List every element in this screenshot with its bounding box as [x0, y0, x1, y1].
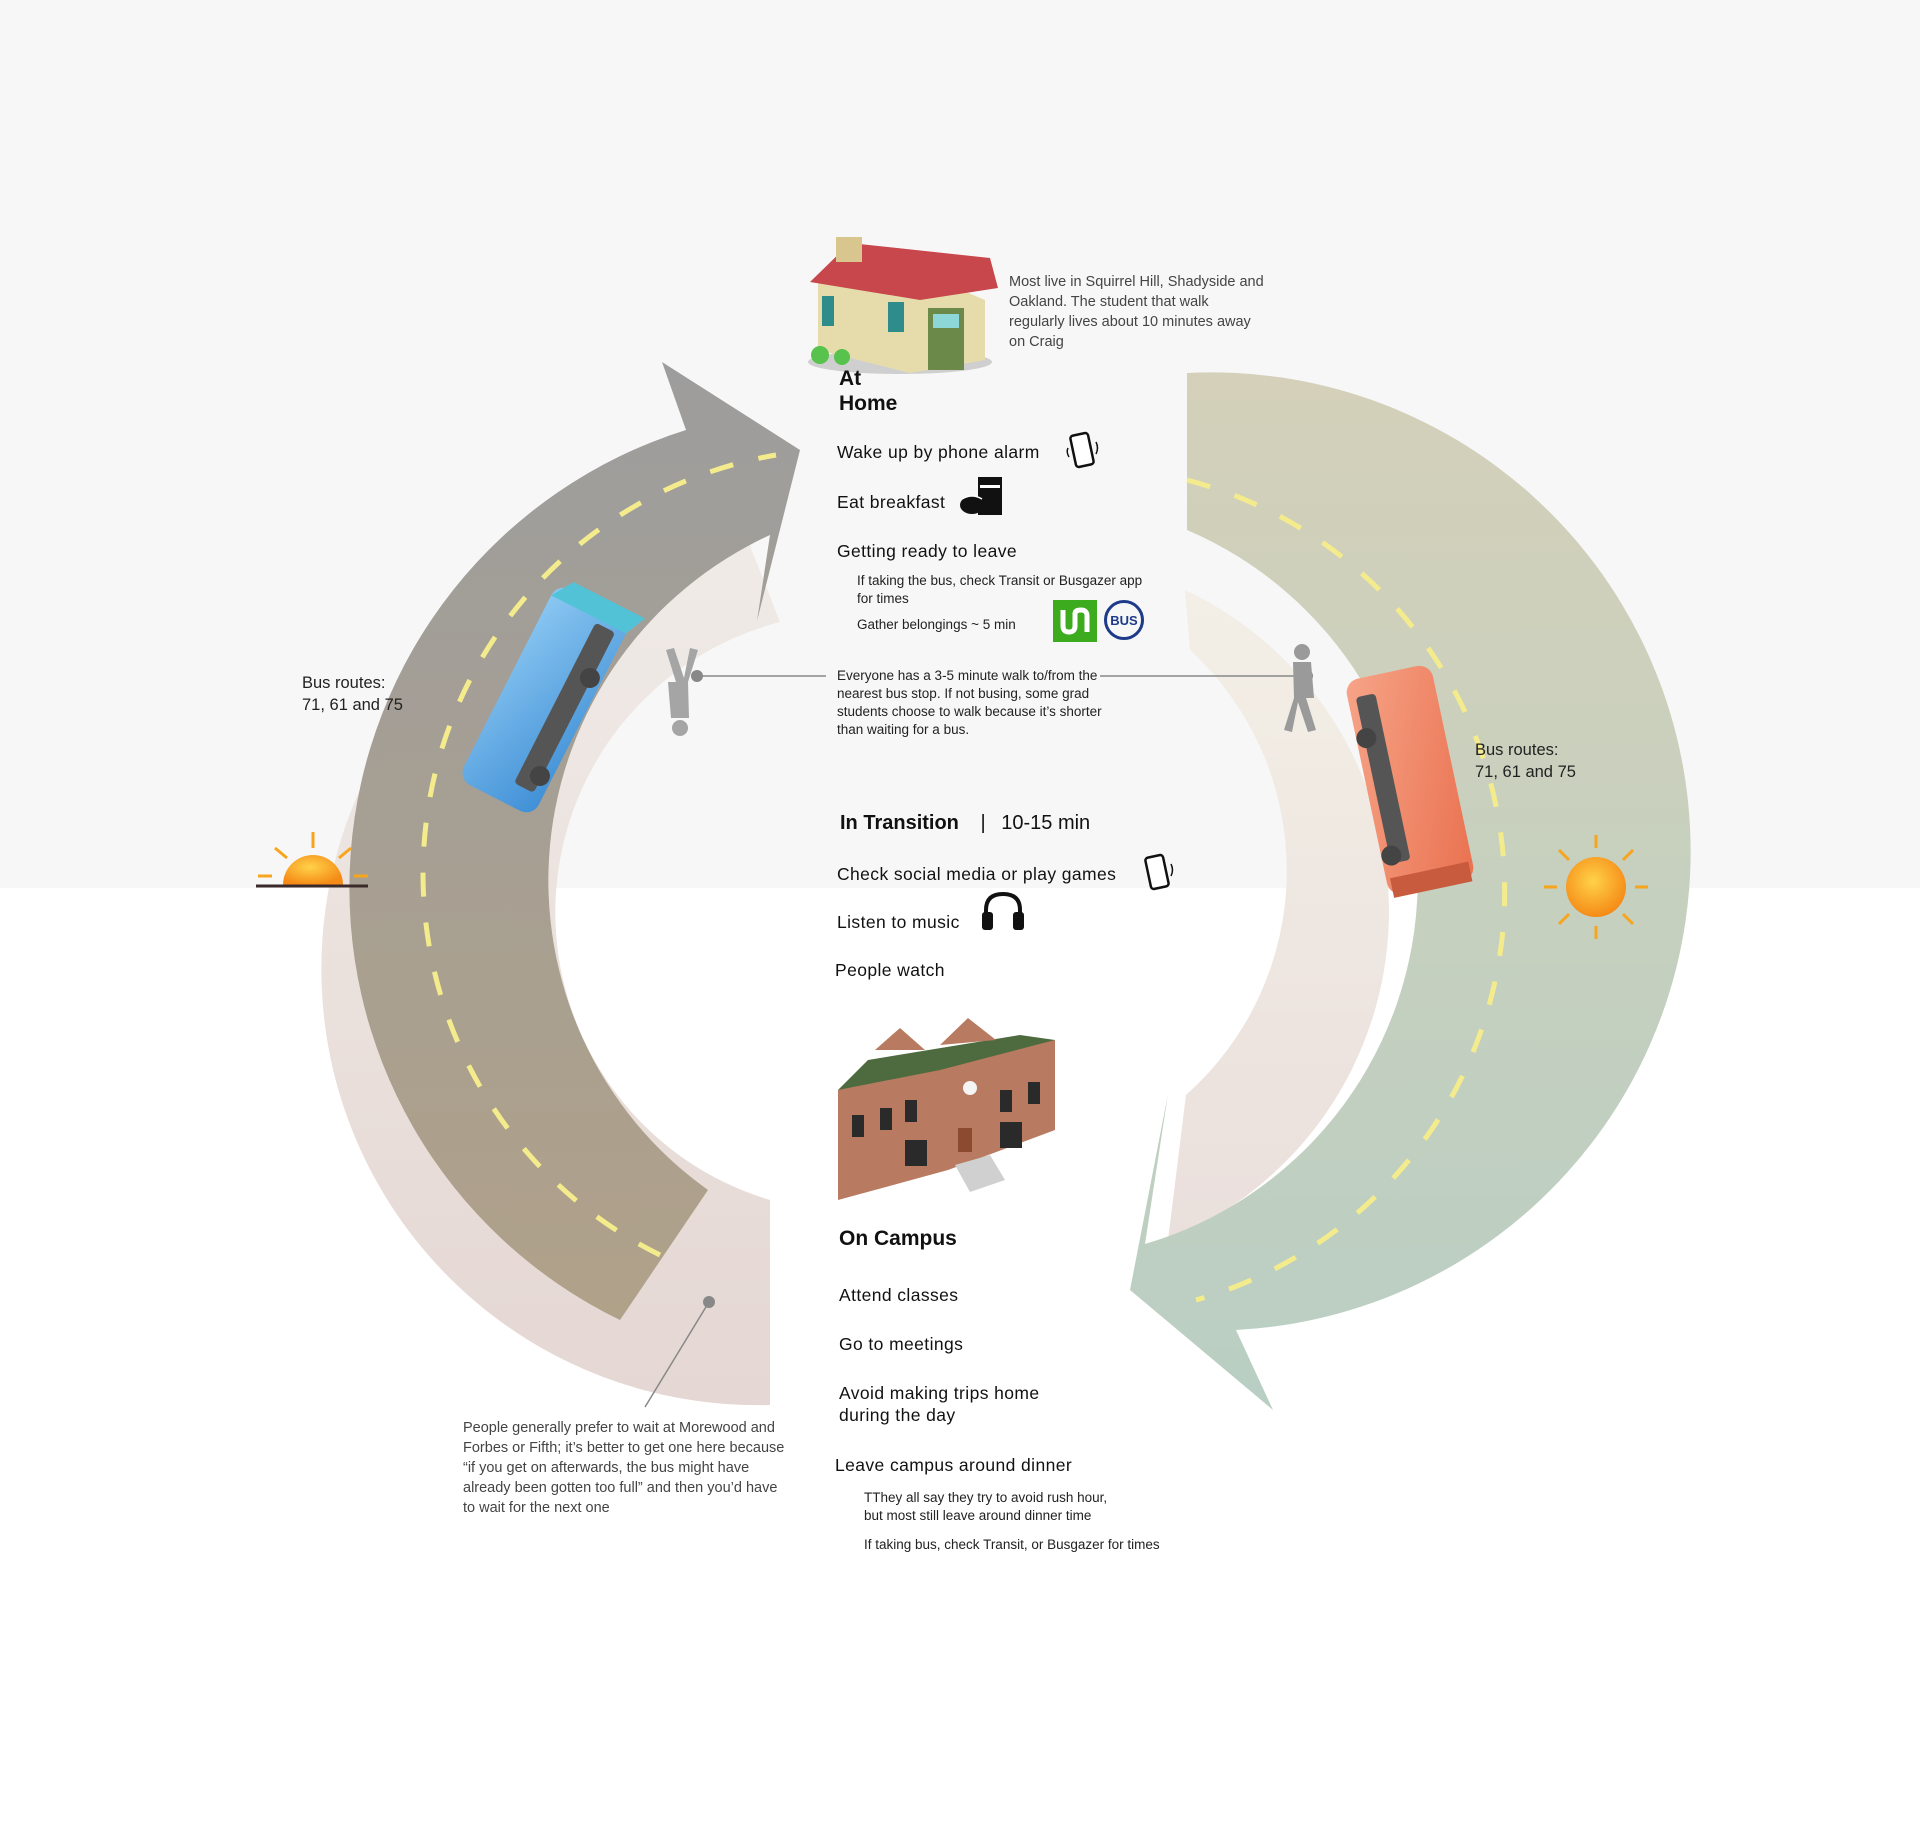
inner-arrow-right [1168, 590, 1389, 1240]
campus-sub-note-check-app: If taking bus, check Transit, or Busgaze… [864, 1537, 1160, 1552]
transition-activity-people-watch: People watch [835, 960, 945, 980]
wait-callout-line [644, 1301, 710, 1408]
phone-icon [1066, 431, 1099, 469]
bus-icon-right [1346, 665, 1474, 898]
transition-duration: 10-15 min [1001, 812, 1091, 834]
home-activity-getting-ready: Getting ready to leave [837, 541, 1018, 561]
bus-routes-left: Bus routes: 71, 61 and 75 [302, 672, 403, 716]
bus-routes-left-value: 71, 61 and 75 [302, 696, 403, 714]
campus-activity-meetings: Go to meetings [839, 1334, 964, 1354]
transition-separator: | [980, 812, 986, 834]
home-sub-note-gather: Gather belongings ~ 5 min [857, 617, 1016, 632]
road-lane-left [420, 452, 777, 1258]
bus-routes-right-value: 71, 61 and 75 [1475, 763, 1576, 781]
sun-icon [1544, 835, 1648, 939]
campus-activity-avoid-trips: Avoid making trips home [839, 1383, 1040, 1403]
campus-building-icon [838, 1018, 1055, 1200]
house-icon [808, 237, 998, 374]
home-sub-note-check-app: If taking the bus, check Transit or Busg… [857, 573, 1143, 606]
transition-heading: In Transition [840, 812, 959, 834]
campus-sub-note-rush-hour: TThey all say they try to avoid rush hou… [864, 1490, 1108, 1505]
transition-activity-music: Listen to music [837, 912, 960, 932]
campus-activity-during-day: during the day [839, 1405, 956, 1425]
campus-activity-classes: Attend classes [839, 1285, 959, 1305]
bus-wait-note: People generally prefer to wait at Morew… [463, 1420, 785, 1516]
walk-distance-note: Everyone has a 3-5 minute walk to/from t… [837, 668, 1102, 737]
road-lane-right [1186, 477, 1508, 1303]
transit-app-icon[interactable] [1053, 600, 1097, 642]
bus-routes-left-label: Bus routes: [302, 674, 386, 692]
bus-icon-left [462, 582, 645, 813]
breakfast-icon [960, 477, 1002, 515]
bus-routes-right: Bus routes: 71, 61 and 75 [1475, 739, 1576, 783]
home-activity-wake: Wake up by phone alarm [837, 442, 1040, 462]
headphones-icon [982, 891, 1024, 930]
campus-sub-note-dinner: but most still leave around dinner time [864, 1508, 1092, 1523]
home-activity-breakfast: Eat breakfast [837, 492, 946, 512]
campus-activity-leave: Leave campus around dinner [835, 1455, 1073, 1475]
home-location-note: Most live in Squirrel Hill, Shadyside an… [1009, 274, 1264, 350]
walking-person-icon-right [1284, 644, 1316, 732]
sunrise-icon [256, 832, 368, 888]
phone-icon-transition [1144, 853, 1174, 891]
road-arrow-right [1130, 372, 1691, 1410]
walking-person-icon-left [666, 648, 698, 736]
bus-routes-right-label: Bus routes: [1475, 741, 1559, 759]
transit-logo-icon [1060, 607, 1090, 635]
campus-heading: On Campus [839, 1227, 957, 1250]
busgazer-app-icon[interactable]: BUS [1104, 600, 1144, 640]
transition-header: In Transition | 10-15 min [840, 812, 1090, 835]
road-arrow-left [349, 362, 800, 1320]
home-heading: At Home [839, 367, 898, 415]
transition-activity-social: Check social media or play games [837, 864, 1117, 884]
